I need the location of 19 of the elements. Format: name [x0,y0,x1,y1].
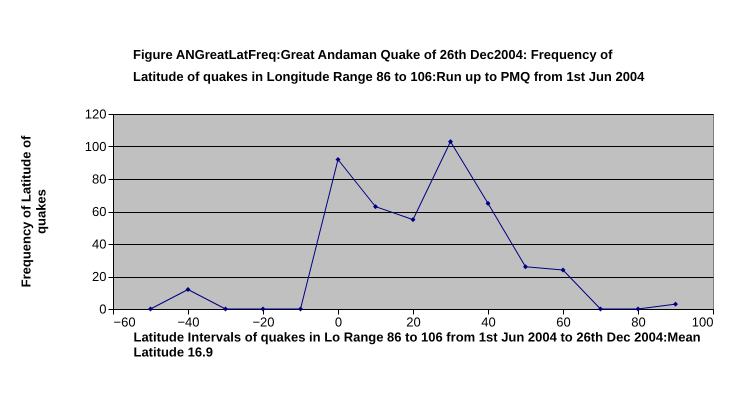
x-tick-label: 40 [481,314,496,330]
y-tick-label: 100 [84,139,106,154]
chart-title: Figure ANGreatLatFreq:Great Andaman Quake of 26th Dec2004: Frequency of Latitude of quakes in Longitude Range 86 to 106:Run up to PMQ from 1st Jun 2004 [133,47,646,84]
x-tick-label: −40 [177,314,200,330]
y-tick-label: 60 [92,204,106,219]
x-tick-label: −20 [252,314,275,330]
x-tick-label: 60 [556,314,571,330]
x-axis-title: Latitude Intervals of quakes in Lo Range 86 to 106 from 1st Jun 2004 to 26th Dec 2004:Mean Latitude 16.9 [134,330,701,360]
y-tick-label: 80 [92,172,106,186]
y-tick-label: 20 [92,269,106,284]
y-tick-label: 0 [99,302,106,316]
x-tick-label: 20 [406,314,421,330]
x-tick-label: 100 [692,314,714,330]
y-axis-title: Frequency of Latitude of quakes [18,134,48,288]
x-tick-label: −60 [114,314,136,330]
y-tick-label: 120 [84,106,106,122]
x-tick-label: 0 [334,314,342,330]
x-tick-label: 80 [631,314,646,330]
y-tick-label: 40 [92,236,106,252]
